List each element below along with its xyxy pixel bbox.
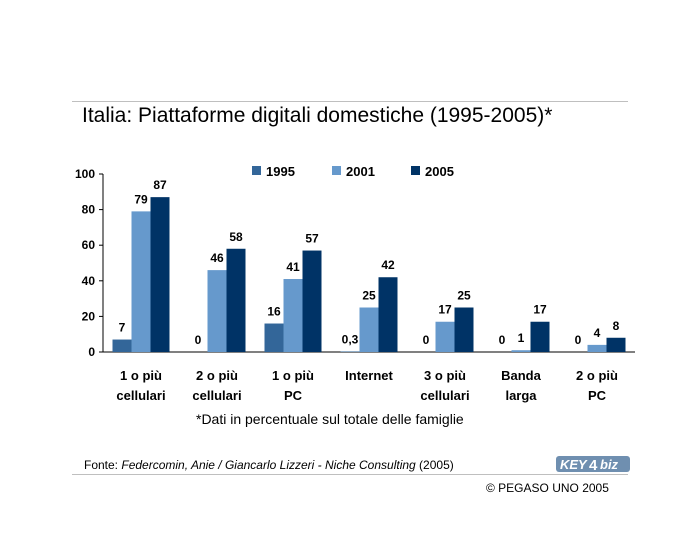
source-note: Fonte: Federcomin, Anie / Giancarlo Lizz… [84, 458, 454, 472]
category-label: cellulari [116, 388, 165, 403]
data-label-1995: 7 [119, 321, 126, 335]
category-label: 1 o più [272, 368, 314, 383]
logo-background [556, 456, 630, 472]
bar-2005 [150, 197, 170, 352]
category-label: PC [284, 388, 303, 403]
category-label: PC [588, 388, 607, 403]
bar-1995 [264, 323, 284, 352]
y-tick-label: 100 [75, 167, 95, 181]
copyright: © PEGASO UNO 2005 [486, 481, 609, 495]
bar-2005 [454, 307, 474, 352]
legend-swatch-2005 [411, 166, 420, 175]
bar-2001 [435, 321, 455, 352]
chart-title: Italia: Piattaforme digitali domestiche … [82, 104, 553, 127]
data-label-2001: 46 [210, 251, 224, 265]
y-tick-label: 80 [82, 203, 96, 217]
source-prefix: Fonte: [84, 458, 122, 472]
bar-2001 [359, 307, 379, 352]
bar-2001 [283, 279, 303, 352]
data-label-2005: 58 [229, 230, 243, 244]
category-label: cellulari [192, 388, 241, 403]
source-authors: Federcomin, Anie / Giancarlo Lizzeri - N… [121, 458, 416, 472]
data-label-1995: 0 [423, 333, 430, 347]
legend: 1995 2001 2005 [252, 164, 454, 179]
logo-four: 4 [589, 457, 598, 474]
data-label-2005: 17 [533, 303, 547, 317]
bar-2001 [587, 344, 607, 352]
footnote: *Dati in percentuale sul totale delle fa… [196, 411, 464, 427]
data-label-2001: 4 [594, 326, 601, 340]
top-rule [72, 101, 628, 102]
bar-1995 [340, 351, 360, 352]
bar-2001 [131, 211, 151, 352]
bar-1995 [112, 339, 132, 352]
category-label: 2 o più [196, 368, 238, 383]
category-labels: 1 o più cellulari 2 o più cellulari 1 o più P… [116, 368, 618, 403]
y-tick-label: 40 [82, 274, 96, 288]
logo-key: KEY [560, 457, 588, 472]
data-label-2005: 57 [305, 232, 319, 246]
data-label-2001: 41 [286, 260, 300, 274]
category-label: 3 o più [424, 368, 466, 383]
bar-2005 [378, 277, 398, 352]
bottom-rule [72, 474, 628, 475]
legend-swatch-2001 [332, 166, 341, 175]
data-label-1995: 16 [267, 305, 281, 319]
data-label-2005: 25 [457, 289, 471, 303]
bar-2005 [530, 321, 550, 352]
category-label: larga [505, 388, 537, 403]
data-label-1995: 0,3 [342, 332, 359, 346]
data-label-2005: 87 [153, 178, 167, 192]
bars [112, 197, 626, 352]
data-label-2005: 8 [613, 319, 620, 333]
y-tick-label: 20 [82, 309, 96, 323]
legend-label-2001: 2001 [346, 164, 375, 179]
logo-biz: biz [600, 457, 619, 472]
source-suffix: (2005) [415, 458, 454, 472]
y-tick-label: 0 [88, 345, 95, 359]
data-label-2001: 25 [362, 289, 376, 303]
category-label: cellulari [420, 388, 469, 403]
data-label-1995: 0 [575, 333, 582, 347]
data-label-2005: 42 [381, 258, 395, 272]
legend-label-2005: 2005 [425, 164, 454, 179]
bar-2005 [226, 248, 246, 352]
bar-2001 [511, 350, 531, 352]
y-tick-label: 60 [82, 238, 96, 252]
legend-label-1995: 1995 [266, 164, 295, 179]
data-label-2001: 17 [438, 303, 452, 317]
data-label-2001: 79 [134, 192, 148, 206]
data-label-2001: 1 [518, 331, 525, 345]
category-label: 2 o più [576, 368, 618, 383]
legend-swatch-1995 [252, 166, 261, 175]
data-label-1995: 0 [195, 333, 202, 347]
category-label: Banda [501, 368, 542, 383]
bar-2001 [207, 270, 227, 352]
category-label: Internet [345, 368, 393, 383]
key4biz-logo: KEY 4 biz [556, 456, 630, 474]
bar-2005 [606, 337, 626, 352]
bar-2005 [302, 250, 322, 352]
data-label-1995: 0 [499, 333, 506, 347]
category-label: 1 o più [120, 368, 162, 383]
